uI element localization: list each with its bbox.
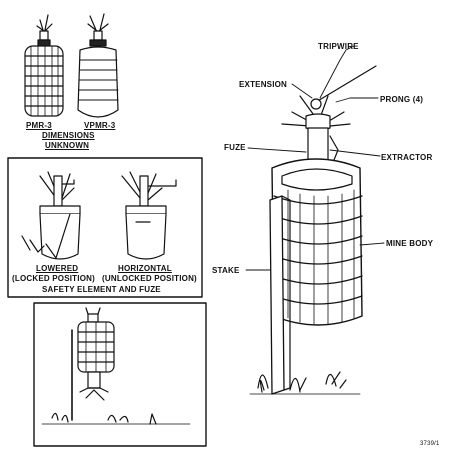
lowered-label: LOWERED: [36, 264, 79, 273]
extractor-label: EXTRACTOR: [381, 153, 433, 162]
dimensions-label: DIMENSIONS: [42, 131, 95, 140]
fuze-label: FUZE: [224, 143, 246, 152]
horizontal-label: HORIZONTAL: [118, 264, 172, 273]
emplaced-mine-illustration: [41, 307, 191, 425]
figure-number: 3739/1: [420, 441, 440, 447]
vpmr3-label: VPMR-3: [84, 121, 116, 130]
extension-label: EXTENSION: [239, 80, 288, 89]
locked-position-label: (LOCKED POSITION): [12, 274, 95, 283]
safety-element-panel: [7, 157, 203, 298]
safety-element-caption: SAFETY ELEMENT AND FUZE: [42, 285, 161, 294]
mine-body-label: MINE BODY: [386, 239, 434, 248]
main-mine-illustration: [249, 65, 377, 395]
lowered-fuze-illustration: [21, 171, 81, 260]
emplaced-panel: [33, 302, 207, 447]
pmr3-label: PMR-3: [26, 121, 52, 130]
pmr3-illustration: [24, 14, 64, 117]
prong-label: PRONG (4): [380, 95, 424, 104]
stake-label: STAKE: [212, 266, 240, 275]
unlocked-position-label: (UNLOCKED POSITION): [102, 274, 197, 283]
horizontal-fuze-illustration: [121, 171, 177, 260]
tripwire-label: TRIPWIRE: [318, 42, 359, 51]
unknown-label: UNKNOWN: [45, 141, 90, 150]
vpmr3-illustration: [77, 13, 119, 118]
